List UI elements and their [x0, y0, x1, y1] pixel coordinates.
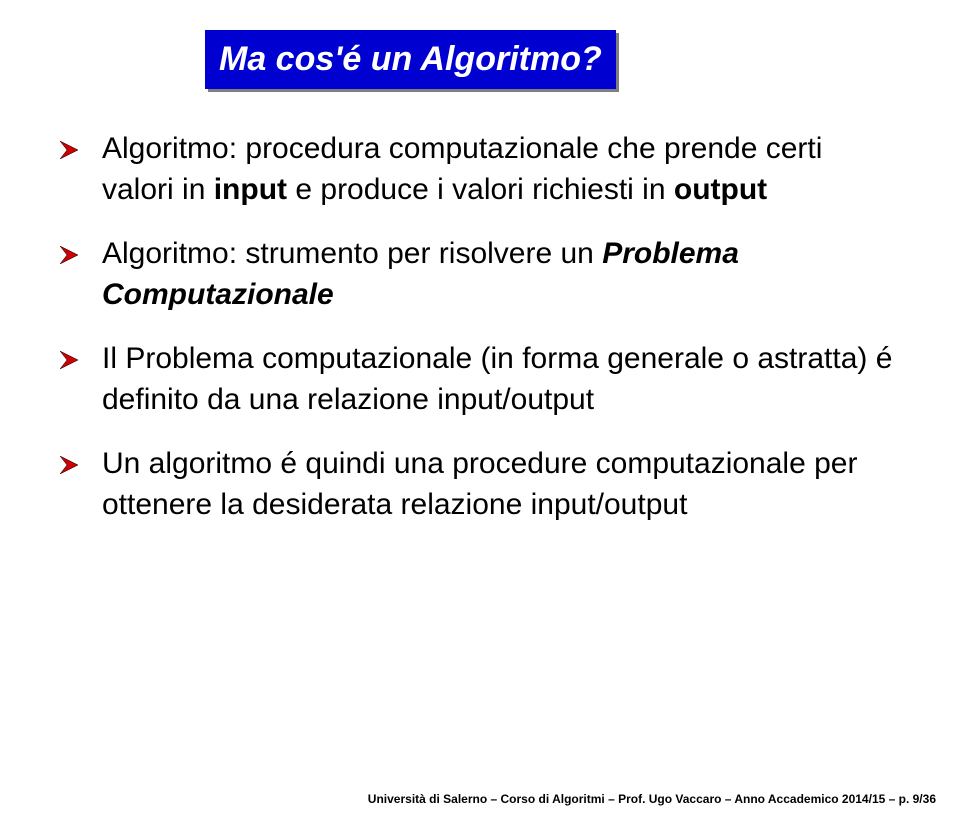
- slide: Ma cos'é un Algoritmo? Algoritmo: proced…: [0, 0, 960, 822]
- text-run: Un algoritmo é quindi una procedure comp…: [102, 447, 857, 521]
- list-item: Algoritmo: procedura computazionale che …: [60, 129, 900, 210]
- list-item-text: Algoritmo: strumento per risolvere un Pr…: [102, 234, 900, 315]
- bullet-icon: [60, 351, 84, 369]
- text-bold: output: [674, 173, 767, 206]
- list-item-text: Un algoritmo é quindi una procedure comp…: [102, 444, 900, 525]
- text-run: e produce i valori richiesti in: [287, 173, 674, 206]
- bullet-icon: [60, 246, 84, 264]
- text-run: Il Problema computazionale (in forma gen…: [102, 342, 892, 416]
- slide-title-box: Ma cos'é un Algoritmo?: [205, 30, 616, 89]
- bullet-icon: [60, 141, 84, 159]
- bullet-icon: [60, 456, 84, 474]
- slide-content: Algoritmo: procedura computazionale che …: [60, 129, 900, 525]
- list-item-text: Il Problema computazionale (in forma gen…: [102, 339, 900, 420]
- list-item: Un algoritmo é quindi una procedure comp…: [60, 444, 900, 525]
- text-run: Algoritmo: strumento per risolvere un: [102, 237, 602, 270]
- slide-title: Ma cos'é un Algoritmo?: [219, 40, 602, 78]
- slide-footer: Università di Salerno – Corso di Algorit…: [368, 792, 936, 806]
- list-item: Il Problema computazionale (in forma gen…: [60, 339, 900, 420]
- list-item: Algoritmo: strumento per risolvere un Pr…: [60, 234, 900, 315]
- list-item-text: Algoritmo: procedura computazionale che …: [102, 129, 900, 210]
- text-bold: input: [214, 173, 287, 206]
